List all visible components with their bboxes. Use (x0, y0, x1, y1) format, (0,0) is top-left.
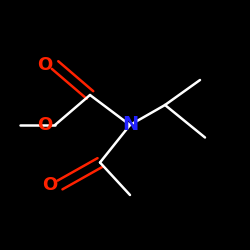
Text: O: O (38, 116, 52, 134)
Text: N: N (122, 116, 138, 134)
Text: O: O (42, 176, 58, 194)
Text: O: O (38, 56, 52, 74)
